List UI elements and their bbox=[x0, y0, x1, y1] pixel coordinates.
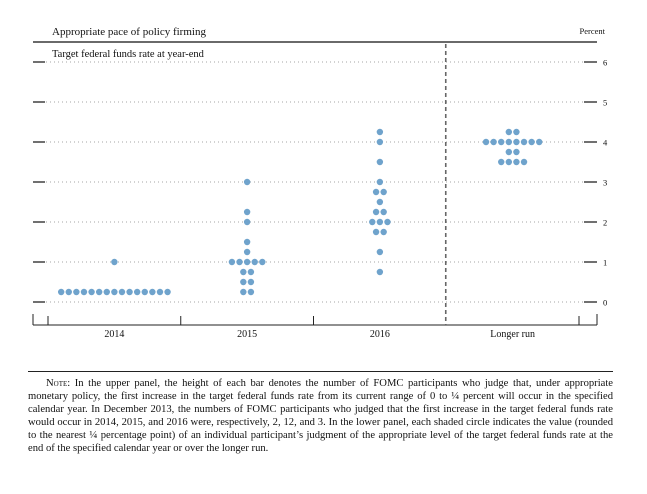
x-tick-label: 2016 bbox=[370, 329, 390, 340]
dot bbox=[536, 138, 543, 146]
note-rule bbox=[28, 371, 613, 372]
dot bbox=[243, 248, 251, 256]
dot bbox=[513, 138, 520, 146]
dot bbox=[57, 288, 65, 296]
dot bbox=[111, 288, 118, 296]
dot bbox=[376, 248, 384, 256]
dot bbox=[376, 178, 384, 186]
dot bbox=[505, 128, 513, 136]
y-tick-label: 2 bbox=[603, 218, 607, 228]
y-tick-label: 5 bbox=[603, 98, 607, 108]
dot bbox=[380, 208, 387, 216]
dots-layer bbox=[57, 128, 543, 296]
note-lead: Note: bbox=[46, 378, 71, 389]
dot bbox=[247, 278, 255, 286]
dot bbox=[95, 288, 103, 296]
dot bbox=[133, 288, 141, 296]
dot bbox=[376, 128, 384, 136]
dot bbox=[251, 258, 258, 266]
dot bbox=[240, 268, 247, 276]
dot bbox=[376, 158, 384, 166]
dot bbox=[247, 268, 255, 276]
dot bbox=[65, 288, 72, 296]
dot bbox=[513, 148, 520, 156]
dot bbox=[111, 258, 118, 266]
dot bbox=[141, 288, 148, 296]
note-text: In the upper panel, the height of each b… bbox=[28, 378, 613, 455]
dot bbox=[384, 218, 391, 226]
x-tick-label: Longer run bbox=[490, 329, 535, 340]
y-tick-label: 6 bbox=[603, 58, 607, 68]
dot bbox=[103, 288, 110, 296]
y-axis-ticks: 0 1 2 3 4 5 6 bbox=[33, 58, 608, 308]
dot bbox=[498, 138, 505, 146]
x-tick-label: 2015 bbox=[237, 329, 257, 340]
dot bbox=[73, 288, 80, 296]
y-axis-unit-label: Percent bbox=[580, 26, 606, 36]
dot bbox=[240, 278, 247, 286]
dot bbox=[380, 188, 387, 196]
dot bbox=[369, 218, 376, 226]
dot bbox=[513, 158, 520, 166]
y-tick-label: 4 bbox=[603, 138, 608, 148]
dot bbox=[118, 288, 126, 296]
y-tick-label: 3 bbox=[603, 178, 607, 188]
dot bbox=[520, 158, 528, 166]
dot bbox=[243, 208, 251, 216]
dot bbox=[156, 288, 164, 296]
dot bbox=[236, 258, 243, 266]
dot bbox=[528, 138, 535, 146]
dot bbox=[259, 258, 266, 266]
dot bbox=[505, 148, 513, 156]
dot bbox=[505, 138, 513, 146]
dot bbox=[482, 138, 490, 146]
dot bbox=[88, 288, 95, 296]
dot bbox=[372, 188, 380, 196]
x-tick-label: 2014 bbox=[104, 329, 124, 340]
dot bbox=[243, 178, 251, 186]
dot bbox=[126, 288, 133, 296]
dot bbox=[505, 158, 513, 166]
dot bbox=[228, 258, 236, 266]
dot bbox=[376, 138, 384, 146]
dot bbox=[240, 288, 247, 296]
x-axis: 2014 2015 2016 Longer run bbox=[32, 314, 598, 340]
dot bbox=[247, 288, 255, 296]
dot bbox=[376, 268, 384, 276]
dot bbox=[149, 288, 156, 296]
dot bbox=[243, 218, 251, 226]
dot bbox=[372, 208, 380, 216]
dot bbox=[243, 238, 251, 246]
dot bbox=[513, 128, 520, 136]
y-tick-label: 1 bbox=[603, 258, 607, 268]
dot-plot-chart: Appropriate pace of policy firming Perce… bbox=[32, 26, 608, 340]
dot bbox=[80, 288, 88, 296]
note: Note: In the upper panel, the height of … bbox=[28, 377, 613, 456]
dot bbox=[164, 288, 171, 296]
panel-label: Target federal funds rate at year-end bbox=[52, 49, 205, 60]
dot bbox=[380, 228, 387, 236]
dot bbox=[376, 218, 384, 226]
chart-title: Appropriate pace of policy firming bbox=[52, 26, 206, 38]
gridlines bbox=[46, 61, 583, 303]
y-tick-label: 0 bbox=[603, 298, 607, 308]
dot bbox=[520, 138, 528, 146]
dot bbox=[490, 138, 497, 146]
dot bbox=[243, 258, 251, 266]
dot bbox=[498, 158, 505, 166]
dot bbox=[372, 228, 380, 236]
dot bbox=[376, 198, 384, 206]
